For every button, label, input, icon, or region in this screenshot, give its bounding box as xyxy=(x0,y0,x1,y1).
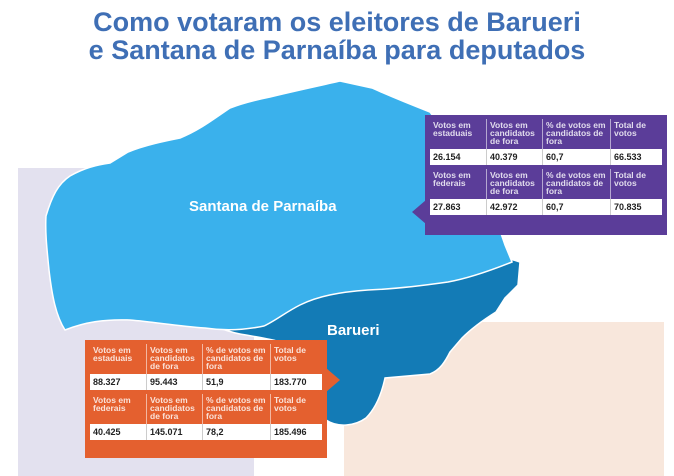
barueri-panel-pointer xyxy=(326,368,340,392)
barueri-federais-values: 40.425 145.071 78,2 185.496 xyxy=(90,424,322,440)
barueri-estaduais-values: 88.327 95.443 51,9 183.770 xyxy=(90,374,322,390)
title-line-1: Como votaram os eleitores de Barueri xyxy=(93,7,581,37)
value-fora: 42.972 xyxy=(486,199,542,215)
santana-panel-pointer xyxy=(412,200,426,224)
value-pct: 60,7 xyxy=(542,149,610,165)
header-total: Total de votos xyxy=(270,344,322,374)
value-pct: 78,2 xyxy=(202,424,270,440)
value-total: 66.533 xyxy=(610,149,662,165)
santana-de-parnaiba-shape xyxy=(45,80,513,331)
title-line-2: e Santana de Parnaíba para deputados xyxy=(88,35,586,65)
barueri-label: Barueri xyxy=(327,322,380,339)
santana-federais-header: Votos em federais Votos em candidatos de… xyxy=(430,169,662,199)
header-votos-federais: Votos em federais xyxy=(433,170,471,188)
value-fora: 95.443 xyxy=(146,374,202,390)
santana-estaduais-values: 26.154 40.379 60,7 66.533 xyxy=(430,149,662,165)
header-candidatos-fora: Votos em candidatos de fora xyxy=(486,169,542,199)
header-pct-fora: % de votos em candidatos de fora xyxy=(542,169,610,199)
value-votos: 40.425 xyxy=(90,424,146,440)
santana-estaduais-group: Votos em estaduais Votos em candidatos d… xyxy=(430,119,662,165)
barueri-estaduais-group: Votos em estaduais Votos em candidatos d… xyxy=(90,344,322,390)
value-votos: 88.327 xyxy=(90,374,146,390)
santana-estaduais-header: Votos em estaduais Votos em candidatos d… xyxy=(430,119,662,149)
barueri-federais-header: Votos em federais Votos em candidatos de… xyxy=(90,394,322,424)
header-total: Total de votos xyxy=(610,169,662,199)
header-pct-fora: % de votos em candidatos de fora xyxy=(202,394,270,424)
header-votos-federais: Votos em federais xyxy=(93,395,131,413)
value-fora: 145.071 xyxy=(146,424,202,440)
santana-federais-group: Votos em federais Votos em candidatos de… xyxy=(430,169,662,215)
header-votos-estaduais: Votos em estaduais xyxy=(433,120,473,138)
header-total: Total de votos xyxy=(610,119,662,149)
value-total: 70.835 xyxy=(610,199,662,215)
value-votos: 27.863 xyxy=(430,199,486,215)
barueri-federais-group: Votos em federais Votos em candidatos de… xyxy=(90,394,322,440)
header-pct-fora: % de votos em candidatos de fora xyxy=(542,119,610,149)
value-fora: 40.379 xyxy=(486,149,542,165)
header-votos-estaduais: Votos em estaduais xyxy=(93,345,133,363)
value-pct: 51,9 xyxy=(202,374,270,390)
header-total: Total de votos xyxy=(270,394,322,424)
header-pct-fora: % de votos em candidatos de fora xyxy=(202,344,270,374)
header-candidatos-fora: Votos em candidatos de fora xyxy=(146,344,202,374)
value-votos: 26.154 xyxy=(430,149,486,165)
santana-de-parnaiba-label: Santana de Parnaíba xyxy=(189,198,337,215)
santana-stats-panel: Votos em estaduais Votos em candidatos d… xyxy=(425,115,667,235)
page-title: Como votaram os eleitores de Barueri e S… xyxy=(0,8,674,64)
barueri-estaduais-header: Votos em estaduais Votos em candidatos d… xyxy=(90,344,322,374)
header-candidatos-fora: Votos em candidatos de fora xyxy=(486,119,542,149)
santana-federais-values: 27.863 42.972 60,7 70.835 xyxy=(430,199,662,215)
value-pct: 60,7 xyxy=(542,199,610,215)
header-candidatos-fora: Votos em candidatos de fora xyxy=(146,394,202,424)
value-total: 183.770 xyxy=(270,374,322,390)
value-total: 185.496 xyxy=(270,424,322,440)
barueri-stats-panel: Votos em estaduais Votos em candidatos d… xyxy=(85,340,327,458)
